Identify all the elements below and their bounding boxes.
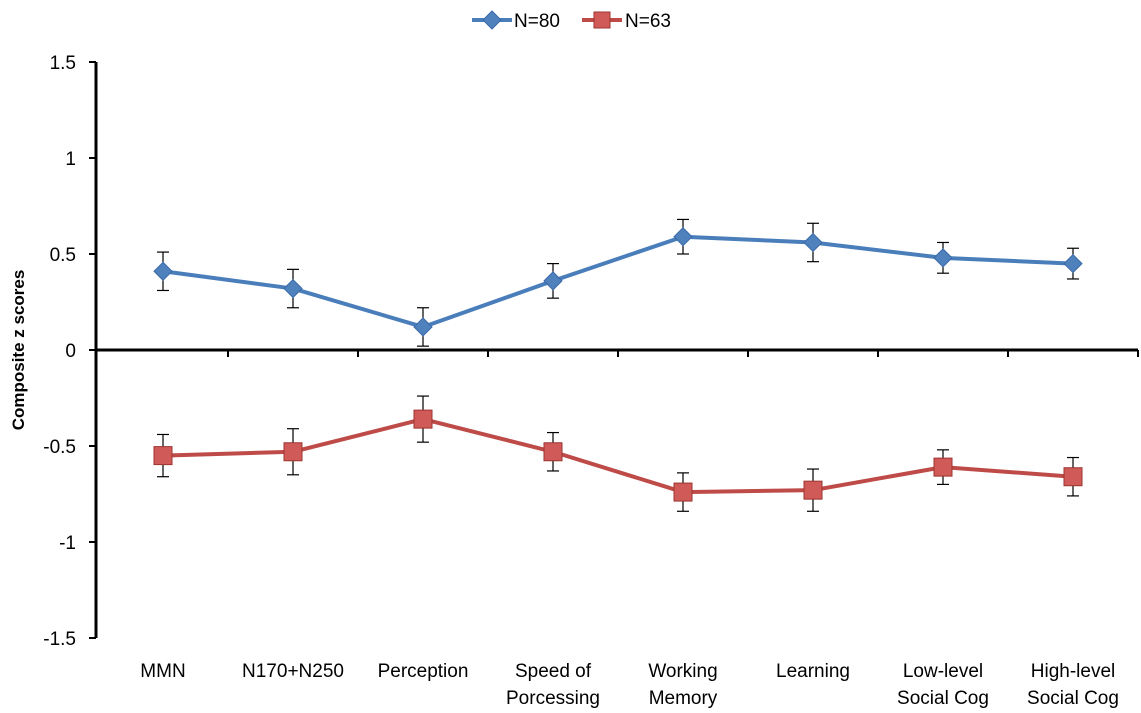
data-point-diamond [803, 232, 823, 253]
legend-marker-n63 [593, 11, 611, 29]
data-point-square [933, 457, 953, 477]
x-category-label: High-level Social Cog [1027, 661, 1119, 709]
y-tick-label: -1 [59, 533, 76, 554]
data-point-square [153, 446, 173, 466]
x-category-label: Learning [776, 661, 850, 682]
y-tick-label: -0.5 [43, 437, 76, 458]
series-line [162, 417, 1074, 495]
y-tick-label: -1.5 [43, 629, 76, 650]
x-category-label: N170+N250 [242, 661, 344, 682]
data-point-diamond [543, 271, 563, 291]
data-point-diamond [413, 317, 433, 337]
data-point-diamond [153, 261, 173, 281]
data-point-square [413, 409, 433, 429]
data-point-square [283, 442, 303, 462]
x-category-label: Speed of Porcessing [506, 661, 600, 709]
series-layer [153, 218, 1083, 512]
data-point-diamond [933, 248, 953, 268]
x-ticks [227, 350, 1139, 357]
y-tick-label: 1.5 [50, 53, 76, 74]
series-n63 [153, 395, 1083, 512]
y-tick-label: 0.5 [50, 245, 76, 266]
data-point-square [543, 442, 563, 462]
data-point-square [1063, 467, 1083, 487]
y-tick-label: 1 [65, 149, 76, 170]
y-axis-title: Composite z scores [9, 270, 28, 431]
category-labels: MMN N170+N250 Perception Speed of Porcessing… [140, 661, 1119, 709]
legend: N=80 N=63 [472, 10, 671, 32]
data-point-diamond [1063, 253, 1083, 274]
data-point-diamond [283, 278, 303, 299]
data-point-square [803, 480, 823, 500]
x-category-label: Working Memory [648, 661, 717, 709]
x-category-label: MMN [140, 661, 185, 682]
legend-label-n63: N=63 [625, 11, 671, 32]
data-point-square [673, 482, 693, 502]
legend-marker-n80 [482, 10, 502, 30]
series-n80 [153, 218, 1083, 347]
y-ticks: 1.5 1 0.5 0 -0.5 -1 -1.5 [43, 53, 96, 650]
y-tick-label: 0 [65, 341, 76, 362]
legend-label-n80: N=80 [514, 11, 560, 32]
x-category-label: Perception [378, 661, 469, 682]
data-point-diamond [673, 227, 693, 247]
x-category-label: Low-level Social Cog [897, 661, 989, 709]
series-line [162, 234, 1074, 329]
